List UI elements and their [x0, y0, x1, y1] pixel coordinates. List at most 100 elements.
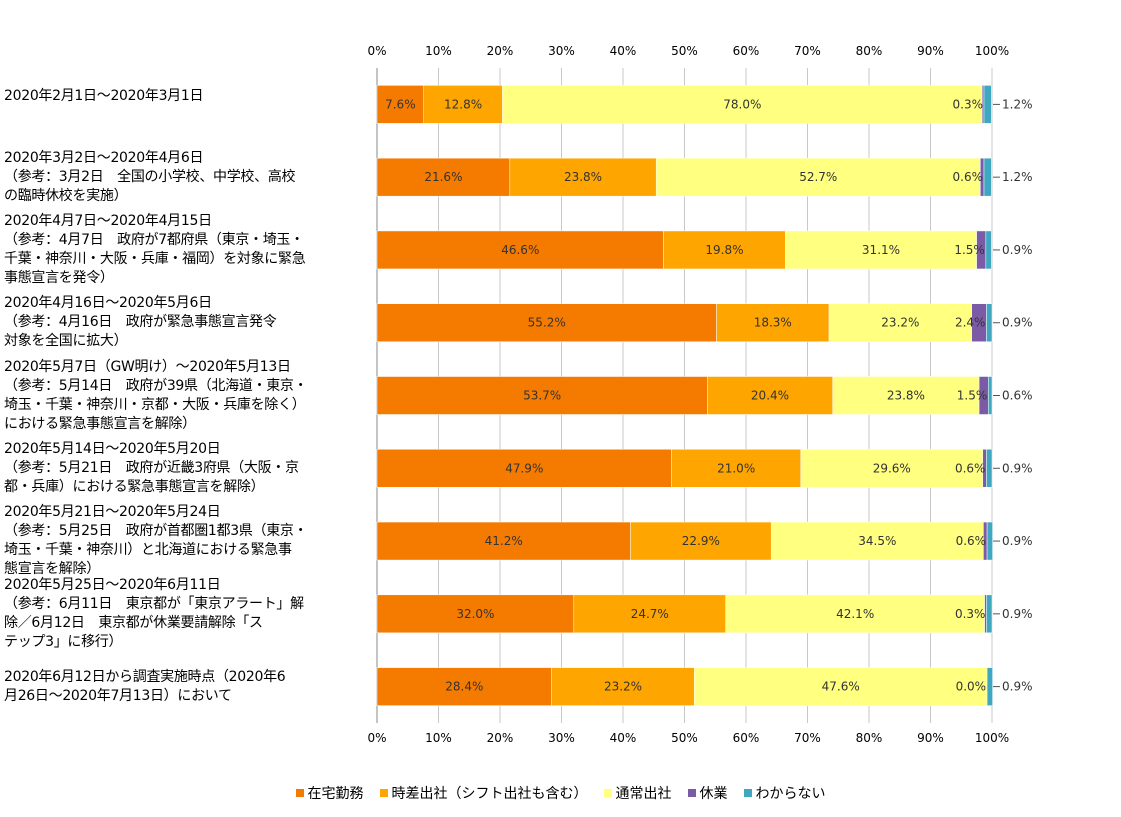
- bar-segment: [983, 157, 992, 197]
- category-label: 2020年5月14日～2020年5月20日 （参考：5月21日 政府が近畿3府県…: [4, 440, 299, 495]
- x-tick-label: 80%: [856, 44, 883, 58]
- x-tick-label-bottom: 60%: [733, 731, 760, 745]
- data-label: 24.7%: [631, 607, 669, 621]
- x-tick-label-bottom: 30%: [548, 731, 575, 745]
- x-tick-label-bottom: 40%: [610, 731, 637, 745]
- data-label: 0.0%: [956, 680, 987, 694]
- data-label: 20.4%: [751, 389, 789, 403]
- x-tick-label-bottom: 20%: [487, 731, 514, 745]
- category-label: 2020年5月7日（GW明け）～2020年5月13日 （参考：5月14日 政府が…: [4, 358, 308, 432]
- x-tick-label: 60%: [733, 44, 760, 58]
- category-label: 2020年3月2日～2020年4月6日 （参考：3月2日 全国の小学校、中学校、…: [4, 149, 296, 204]
- bar-segment: [502, 85, 983, 124]
- x-tick-label: 40%: [610, 44, 637, 58]
- bar-segment: [573, 594, 726, 634]
- data-label: 52.7%: [799, 170, 837, 184]
- legend-item: 時差出社（シフト出社も含む）: [379, 783, 588, 803]
- x-tick-label-bottom: 0%: [367, 731, 386, 745]
- data-label: 0.9%: [1002, 461, 1033, 475]
- category-label: 2020年5月21日～2020年5月24日 （参考：5月25日 政府が首都圏1都…: [4, 504, 308, 578]
- data-label: 41.2%: [485, 534, 523, 548]
- data-label: 0.6%: [953, 170, 984, 184]
- data-label: 0.9%: [1002, 607, 1033, 621]
- data-label: 1.2%: [1002, 170, 1033, 184]
- data-label: 47.9%: [505, 461, 543, 475]
- legend-swatch: [603, 789, 612, 797]
- data-label: 23.2%: [604, 680, 642, 694]
- bar-segment: [376, 449, 672, 488]
- bar-segment: [707, 376, 833, 415]
- legend-item: わからない: [743, 783, 826, 803]
- bar-segment: [551, 667, 695, 706]
- x-tick-label-bottom: 80%: [856, 731, 883, 745]
- legend-label: 休業: [699, 786, 728, 802]
- bar-segment: [376, 230, 664, 270]
- data-label: 21.6%: [424, 170, 462, 184]
- data-label: 18.3%: [754, 316, 792, 330]
- data-label: 7.6%: [385, 97, 416, 111]
- data-label: 0.9%: [1002, 316, 1033, 330]
- data-label: 19.8%: [705, 243, 743, 257]
- legend: 在宅勤務 時差出社（シフト出社も含む） 通常出社 休業 わからない: [0, 783, 1121, 803]
- data-label: 46.6%: [501, 243, 539, 257]
- bar-segment: [986, 667, 993, 706]
- category-label: 2020年4月16日～2020年5月6日 （参考：4月16日 政府が緊急事態宣言…: [4, 295, 277, 350]
- bar-segment: [725, 594, 985, 634]
- bar-segment: [376, 157, 511, 197]
- legend-item: 休業: [687, 783, 728, 803]
- legend-label: 在宅勤務: [307, 786, 364, 802]
- data-label: 34.5%: [858, 534, 896, 548]
- data-label: 1.5%: [957, 389, 988, 403]
- bar-segment: [832, 376, 980, 415]
- x-tick-label: 10%: [425, 44, 452, 58]
- bar-segment: [986, 449, 993, 488]
- data-label: 0.3%: [955, 607, 986, 621]
- data-label: 21.0%: [717, 461, 755, 475]
- data-label: 0.9%: [1002, 534, 1033, 548]
- bar-segment: [983, 85, 992, 124]
- x-tick-label-bottom: 100%: [975, 731, 1009, 745]
- data-label: 28.4%: [445, 680, 483, 694]
- bar-segment: [828, 303, 972, 342]
- data-label: 23.8%: [564, 170, 602, 184]
- data-label: 22.9%: [682, 534, 720, 548]
- bar-segment: [376, 85, 424, 124]
- legend-label: 時差出社（シフト出社も含む）: [391, 786, 588, 802]
- bar-segment: [985, 230, 992, 270]
- bar-segment: [988, 376, 993, 415]
- x-tick-label: 90%: [917, 44, 944, 58]
- data-label: 0.6%: [1002, 389, 1033, 403]
- data-label: 42.1%: [836, 607, 874, 621]
- bar-segment: [376, 667, 552, 706]
- x-tick-label: 100%: [975, 44, 1009, 58]
- legend-label: わからない: [755, 786, 826, 802]
- data-label: 1.2%: [1002, 97, 1033, 111]
- x-tick-label: 70%: [794, 44, 821, 58]
- bar-segment: [655, 157, 981, 197]
- legend-swatch: [687, 789, 696, 797]
- bar-segment: [423, 85, 503, 124]
- data-label: 1.5%: [954, 243, 985, 257]
- legend-swatch: [295, 789, 304, 797]
- x-tick-label-bottom: 90%: [917, 731, 944, 745]
- category-label: 2020年5月25日～2020年6月11日 （参考：6月11日 東京都が「東京ア…: [4, 576, 304, 650]
- bar-segment: [986, 521, 993, 561]
- bar-segment: [785, 230, 977, 270]
- x-tick-label: 30%: [548, 44, 575, 58]
- category-label: 2020年4月7日～2020年4月15日 （参考：4月7日 政府が7都府県（東京…: [4, 212, 306, 286]
- data-label: 0.6%: [955, 461, 986, 475]
- bar-segment: [986, 303, 993, 342]
- category-label: 2020年6月12日から調査実施時点（2020年6 月26日～2020年7月13…: [4, 668, 286, 704]
- x-tick-label: 0%: [367, 44, 386, 58]
- legend-item: 在宅勤務: [295, 783, 364, 803]
- bar-segment: [770, 521, 984, 561]
- bar-segment: [509, 157, 657, 197]
- legend-swatch: [379, 789, 388, 797]
- bar-segment: [800, 449, 984, 488]
- data-label: 0.9%: [1002, 680, 1033, 694]
- x-tick-label: 50%: [671, 44, 698, 58]
- bar-segment: [986, 594, 993, 634]
- data-label: 53.7%: [523, 389, 561, 403]
- data-label: 32.0%: [456, 607, 494, 621]
- bar-segment: [716, 303, 830, 342]
